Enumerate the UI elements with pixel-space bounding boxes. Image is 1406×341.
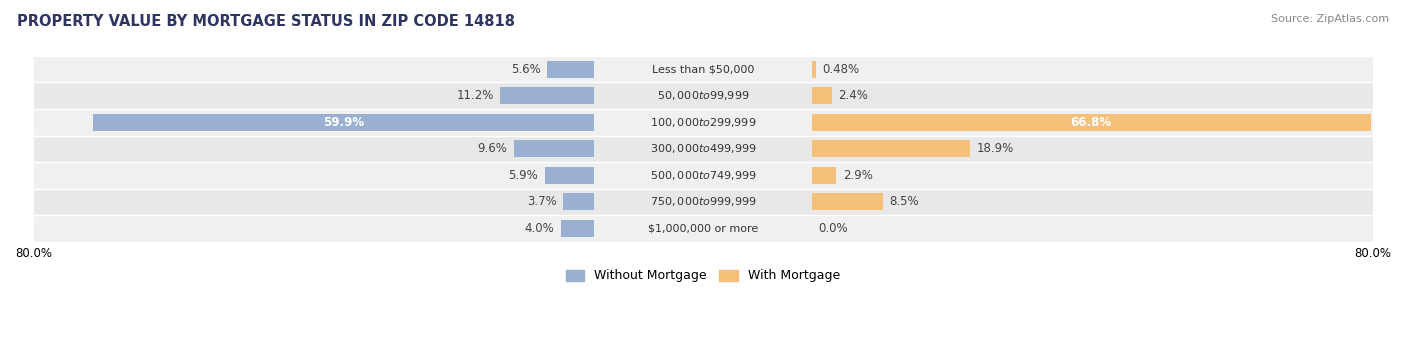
Text: $100,000 to $299,999: $100,000 to $299,999: [650, 116, 756, 129]
Bar: [811, 114, 1371, 131]
Text: $750,000 to $999,999: $750,000 to $999,999: [650, 195, 756, 208]
Text: 4.0%: 4.0%: [524, 222, 554, 235]
Bar: [811, 61, 815, 78]
Text: Less than $50,000: Less than $50,000: [652, 64, 754, 74]
Bar: [811, 87, 832, 104]
Text: 5.9%: 5.9%: [509, 169, 538, 182]
Text: Source: ZipAtlas.com: Source: ZipAtlas.com: [1271, 14, 1389, 24]
Text: 9.6%: 9.6%: [477, 142, 508, 155]
Legend: Without Mortgage, With Mortgage: Without Mortgage, With Mortgage: [561, 264, 845, 287]
Text: 0.48%: 0.48%: [823, 63, 859, 76]
Bar: [34, 215, 1372, 242]
Text: 2.4%: 2.4%: [838, 89, 869, 102]
Text: $50,000 to $99,999: $50,000 to $99,999: [657, 89, 749, 102]
Bar: [34, 56, 1372, 83]
Bar: [546, 167, 595, 184]
Text: 66.8%: 66.8%: [1071, 116, 1112, 129]
Bar: [501, 87, 595, 104]
Bar: [513, 140, 595, 158]
Text: 2.9%: 2.9%: [842, 169, 873, 182]
Text: 5.6%: 5.6%: [510, 63, 541, 76]
Bar: [547, 61, 595, 78]
Text: PROPERTY VALUE BY MORTGAGE STATUS IN ZIP CODE 14818: PROPERTY VALUE BY MORTGAGE STATUS IN ZIP…: [17, 14, 515, 29]
Text: 18.9%: 18.9%: [977, 142, 1014, 155]
Bar: [93, 114, 595, 131]
Text: 59.9%: 59.9%: [323, 116, 364, 129]
Text: $300,000 to $499,999: $300,000 to $499,999: [650, 142, 756, 155]
Text: $1,000,000 or more: $1,000,000 or more: [648, 223, 758, 233]
Text: 3.7%: 3.7%: [527, 195, 557, 208]
Bar: [811, 140, 970, 158]
Bar: [34, 109, 1372, 135]
Text: $500,000 to $749,999: $500,000 to $749,999: [650, 169, 756, 182]
Text: 11.2%: 11.2%: [457, 89, 494, 102]
Text: 8.5%: 8.5%: [890, 195, 920, 208]
Bar: [34, 162, 1372, 189]
Bar: [34, 135, 1372, 162]
Bar: [34, 189, 1372, 215]
Bar: [564, 193, 595, 210]
Bar: [34, 83, 1372, 109]
Bar: [811, 193, 883, 210]
Bar: [811, 167, 837, 184]
Bar: [561, 220, 595, 237]
Text: 0.0%: 0.0%: [818, 222, 848, 235]
